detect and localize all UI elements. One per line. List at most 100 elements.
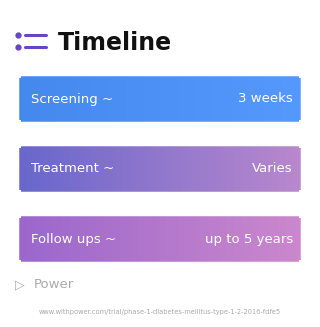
Bar — [234, 210, 236, 268]
Bar — [56, 140, 58, 198]
Text: Treatment ~: Treatment ~ — [31, 163, 114, 176]
Bar — [291, 210, 293, 268]
Bar — [138, 140, 140, 198]
Bar — [276, 140, 278, 198]
Bar — [82, 140, 84, 198]
Bar — [281, 140, 283, 198]
Bar — [129, 140, 131, 198]
Bar — [113, 140, 115, 198]
Bar — [303, 210, 305, 268]
Bar — [148, 70, 150, 128]
Bar — [167, 210, 169, 268]
Bar — [75, 70, 77, 128]
Bar — [36, 210, 38, 268]
Bar — [244, 210, 246, 268]
Bar — [245, 70, 247, 128]
Bar — [232, 70, 234, 128]
Bar — [197, 210, 199, 268]
Bar — [17, 70, 20, 128]
Bar — [282, 140, 284, 198]
Bar — [297, 210, 299, 268]
Bar — [103, 70, 105, 128]
Bar — [38, 70, 40, 128]
Bar — [279, 70, 281, 128]
Bar — [26, 140, 28, 198]
Bar — [66, 70, 68, 128]
Bar — [129, 70, 131, 128]
Bar — [122, 70, 124, 128]
Bar — [297, 140, 299, 198]
Bar — [252, 210, 255, 268]
Bar — [273, 140, 275, 198]
Bar — [220, 70, 222, 128]
Bar — [61, 140, 63, 198]
Bar — [247, 210, 249, 268]
Bar — [298, 140, 300, 198]
Bar — [113, 70, 115, 128]
Bar — [91, 70, 93, 128]
Bar — [284, 210, 285, 268]
Bar — [225, 210, 227, 268]
Bar — [61, 70, 63, 128]
Bar — [53, 140, 55, 198]
Bar — [145, 140, 147, 198]
Bar — [32, 70, 34, 128]
Bar — [198, 140, 200, 198]
Bar — [88, 210, 90, 268]
Bar — [22, 70, 24, 128]
Bar — [125, 140, 127, 198]
Bar — [201, 140, 203, 198]
Bar — [25, 210, 27, 268]
Bar — [241, 140, 243, 198]
Bar — [150, 70, 152, 128]
Bar — [164, 140, 166, 198]
Bar — [252, 70, 255, 128]
Bar — [178, 70, 180, 128]
Bar — [107, 210, 109, 268]
Bar — [229, 70, 231, 128]
Bar — [191, 210, 193, 268]
Bar — [263, 140, 265, 198]
Bar — [63, 210, 65, 268]
Bar — [126, 70, 128, 128]
Bar — [59, 210, 60, 268]
Bar — [69, 70, 71, 128]
Bar — [188, 210, 190, 268]
Bar — [73, 210, 75, 268]
Bar — [180, 140, 182, 198]
Bar — [36, 140, 38, 198]
Bar — [270, 70, 272, 128]
Bar — [92, 140, 94, 198]
Bar — [270, 210, 272, 268]
Bar — [148, 210, 150, 268]
Bar — [75, 210, 77, 268]
Bar — [50, 140, 52, 198]
Bar — [248, 210, 250, 268]
Bar — [22, 140, 24, 198]
Bar — [241, 210, 243, 268]
Bar — [166, 70, 168, 128]
Bar — [244, 70, 246, 128]
Bar — [59, 70, 60, 128]
Bar — [39, 140, 41, 198]
Bar — [285, 210, 287, 268]
Bar — [230, 70, 233, 128]
Bar — [156, 140, 157, 198]
Bar — [13, 120, 21, 128]
Bar — [187, 70, 188, 128]
Bar — [13, 190, 21, 198]
Bar — [173, 210, 175, 268]
Bar — [131, 210, 132, 268]
Bar — [252, 140, 255, 198]
Bar — [104, 70, 106, 128]
Bar — [299, 120, 307, 128]
Bar — [20, 210, 22, 268]
Bar — [210, 140, 212, 198]
Bar — [34, 140, 36, 198]
Bar — [264, 70, 266, 128]
Bar — [250, 70, 252, 128]
Bar — [289, 210, 291, 268]
Bar — [182, 70, 184, 128]
Bar — [282, 70, 284, 128]
Bar — [54, 210, 56, 268]
